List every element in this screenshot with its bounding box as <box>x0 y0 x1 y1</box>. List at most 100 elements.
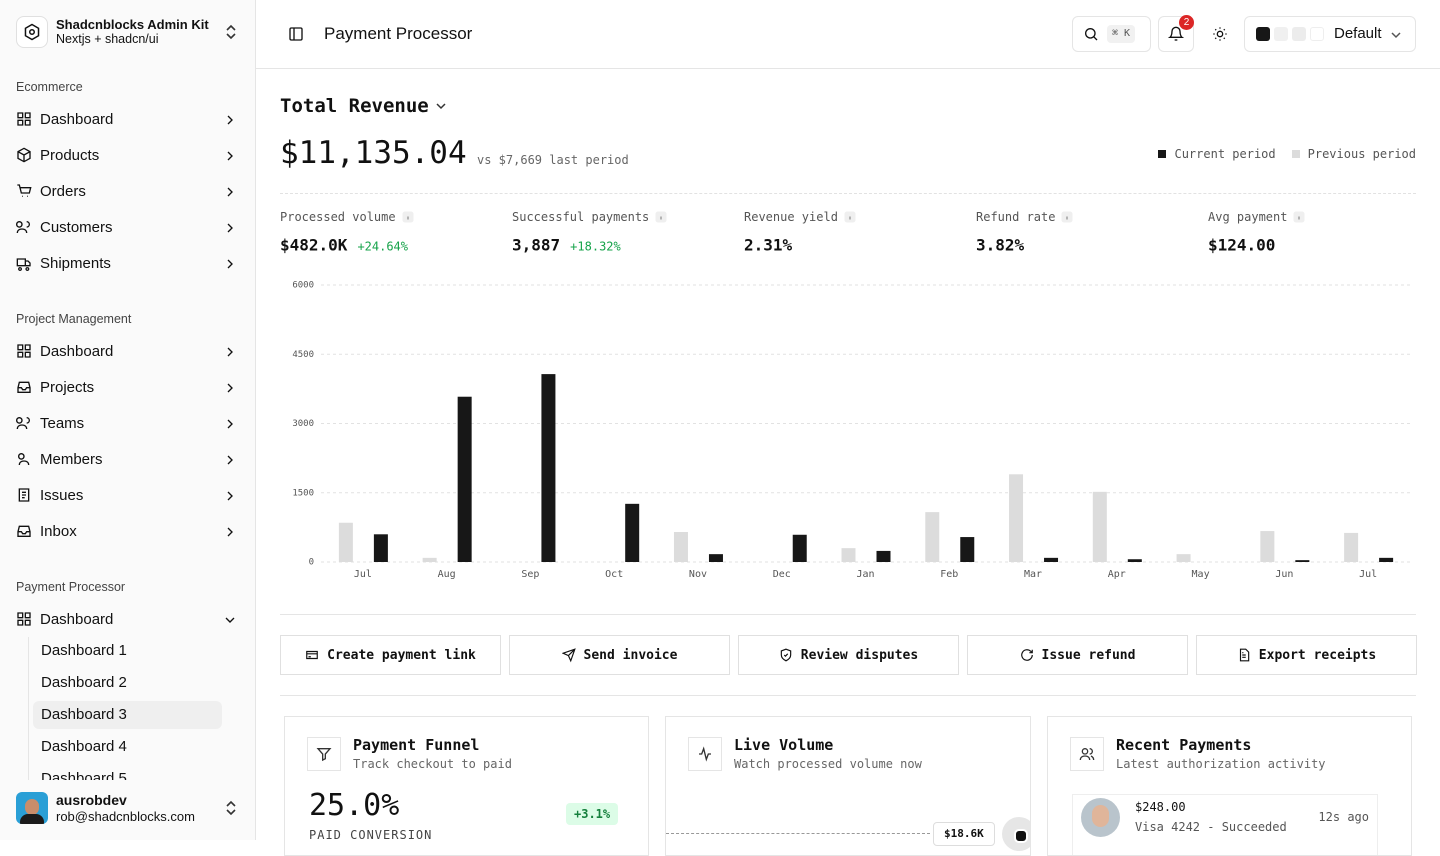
action-button[interactable]: Export receipts <box>1196 635 1417 675</box>
info-icon[interactable] <box>402 211 414 223</box>
payment-time: 12s ago <box>1318 810 1369 824</box>
nav-subitem[interactable]: Dashboard 1 <box>41 642 127 659</box>
nav-item[interactable]: Issues <box>16 479 240 511</box>
nav-chevron <box>227 259 233 269</box>
sidebar: Shadcnblocks Admin Kit Nextjs + shadcn/u… <box>0 0 256 840</box>
action-label: Export receipts <box>1258 647 1377 663</box>
nav-item[interactable]: Projects <box>16 371 240 403</box>
icon-path <box>17 612 31 626</box>
info-icon[interactable] <box>844 211 856 223</box>
nav-icon <box>16 417 30 430</box>
icon-path <box>17 381 31 393</box>
brand-subtitle: Nextjs + shadcn/ui <box>56 32 159 46</box>
nav-item[interactable]: Dashboard <box>16 103 240 135</box>
bar <box>960 537 975 562</box>
nav-chevron <box>227 383 233 393</box>
user-footer[interactable]: ausrobdev rob@shadcnblocks.com <box>0 780 255 840</box>
nav-icon <box>17 112 31 126</box>
icon-path <box>227 527 233 537</box>
theme-name: Default <box>1334 25 1382 42</box>
nav-item[interactable]: Dashboard <box>16 335 240 367</box>
notifications-button[interactable]: 2 <box>1158 15 1194 52</box>
sidebar-toggle[interactable] <box>288 26 304 42</box>
live-dot <box>1014 829 1028 843</box>
search-button[interactable]: ⌘ K <box>1072 16 1151 52</box>
payment-amount: $248.00 <box>1135 800 1186 814</box>
theme-select[interactable]: Default <box>1244 16 1416 52</box>
search-icon <box>1085 28 1098 41</box>
payment-row[interactable]: $248.00 Visa 4242 - Succeeded 12s ago <box>1072 794 1378 855</box>
theme-toggle[interactable] <box>1212 26 1228 42</box>
icon-path <box>227 347 233 357</box>
icon-path <box>227 455 233 465</box>
nav-chevron <box>227 419 233 429</box>
action-button[interactable]: Review disputes <box>738 635 959 675</box>
x-tick-label: Sep <box>521 569 539 580</box>
nav-item[interactable]: Customers <box>16 211 240 243</box>
action-icon <box>1239 648 1250 662</box>
info-icon[interactable] <box>1293 211 1305 223</box>
activity-icon <box>699 746 711 762</box>
action-button[interactable]: Create payment link <box>280 635 501 675</box>
card-subtitle: Watch processed volume now <box>734 757 922 771</box>
bar <box>1176 554 1191 562</box>
nav-icon <box>16 221 30 234</box>
x-tick-label: Jan <box>856 569 874 580</box>
nav-subitem[interactable]: Dashboard 3 <box>33 701 222 729</box>
info-icon[interactable] <box>1061 211 1073 223</box>
revenue-total: $11,135.04 <box>280 135 467 171</box>
icon-path <box>227 419 233 429</box>
theme-chevron <box>1391 32 1401 39</box>
funnel-card: Payment Funnel Track checkout to paid 25… <box>284 716 649 856</box>
y-tick-label: 3000 <box>292 419 314 429</box>
nav-item[interactable]: Products <box>16 139 240 171</box>
bar <box>541 374 556 562</box>
nav-chevron <box>227 223 233 233</box>
funnel-caption: PAID CONVERSION <box>309 828 433 842</box>
icon-path <box>17 344 31 358</box>
info-icon[interactable] <box>655 211 667 223</box>
nav-item[interactable]: Shipments <box>16 247 240 279</box>
nav-item[interactable]: Inbox <box>16 515 240 547</box>
x-tick-label: Dec <box>773 569 791 580</box>
subnav-rail <box>28 637 29 837</box>
bar <box>1009 474 1024 562</box>
action-icon <box>561 648 576 663</box>
nav-item[interactable]: Dashboard <box>16 603 240 635</box>
metric-label: Avg payment <box>1208 210 1305 224</box>
nav-chevron <box>227 455 233 465</box>
action-button[interactable]: Issue refund <box>967 635 1188 675</box>
metric-label: Successful payments <box>512 210 667 224</box>
nav-item[interactable]: Orders <box>16 175 240 207</box>
nav-group-label: Ecommerce <box>16 80 83 94</box>
action-button[interactable]: Send invoice <box>509 635 730 675</box>
live-value: $18.6K <box>933 822 995 846</box>
nav-label: Projects <box>40 378 95 396</box>
card-icon <box>1070 737 1104 771</box>
icon-path <box>225 617 235 623</box>
payments-card: Recent Payments Latest authorization act… <box>1047 716 1412 856</box>
revenue-title-button[interactable]: Total Revenue <box>280 95 447 117</box>
nav-label: Issues <box>40 486 84 504</box>
x-tick-label: May <box>1192 569 1210 580</box>
icon-path <box>17 112 31 126</box>
swatch <box>1292 27 1306 41</box>
page-title: Payment Processor <box>324 24 473 43</box>
nav-label: Dashboard <box>40 110 114 128</box>
metric-value: 3,887 +18.32% <box>512 236 621 255</box>
metric-change: +24.64% <box>357 239 409 254</box>
nav-item[interactable]: Teams <box>16 407 240 439</box>
card-title: Payment Funnel <box>353 736 480 754</box>
metric-value-text: 3,887 <box>512 235 561 255</box>
y-tick-label: 1500 <box>292 488 314 498</box>
icon-path <box>227 259 233 269</box>
nav-item[interactable]: Members <box>16 443 240 475</box>
nav-subitem[interactable]: Dashboard 4 <box>41 738 127 755</box>
icon-path <box>18 488 30 502</box>
nav-icon <box>17 381 31 393</box>
brand-switcher[interactable] <box>224 24 238 40</box>
nav-subitem[interactable]: Dashboard 2 <box>41 674 127 691</box>
y-tick-label: 0 <box>309 558 314 568</box>
icon-path <box>17 184 32 197</box>
